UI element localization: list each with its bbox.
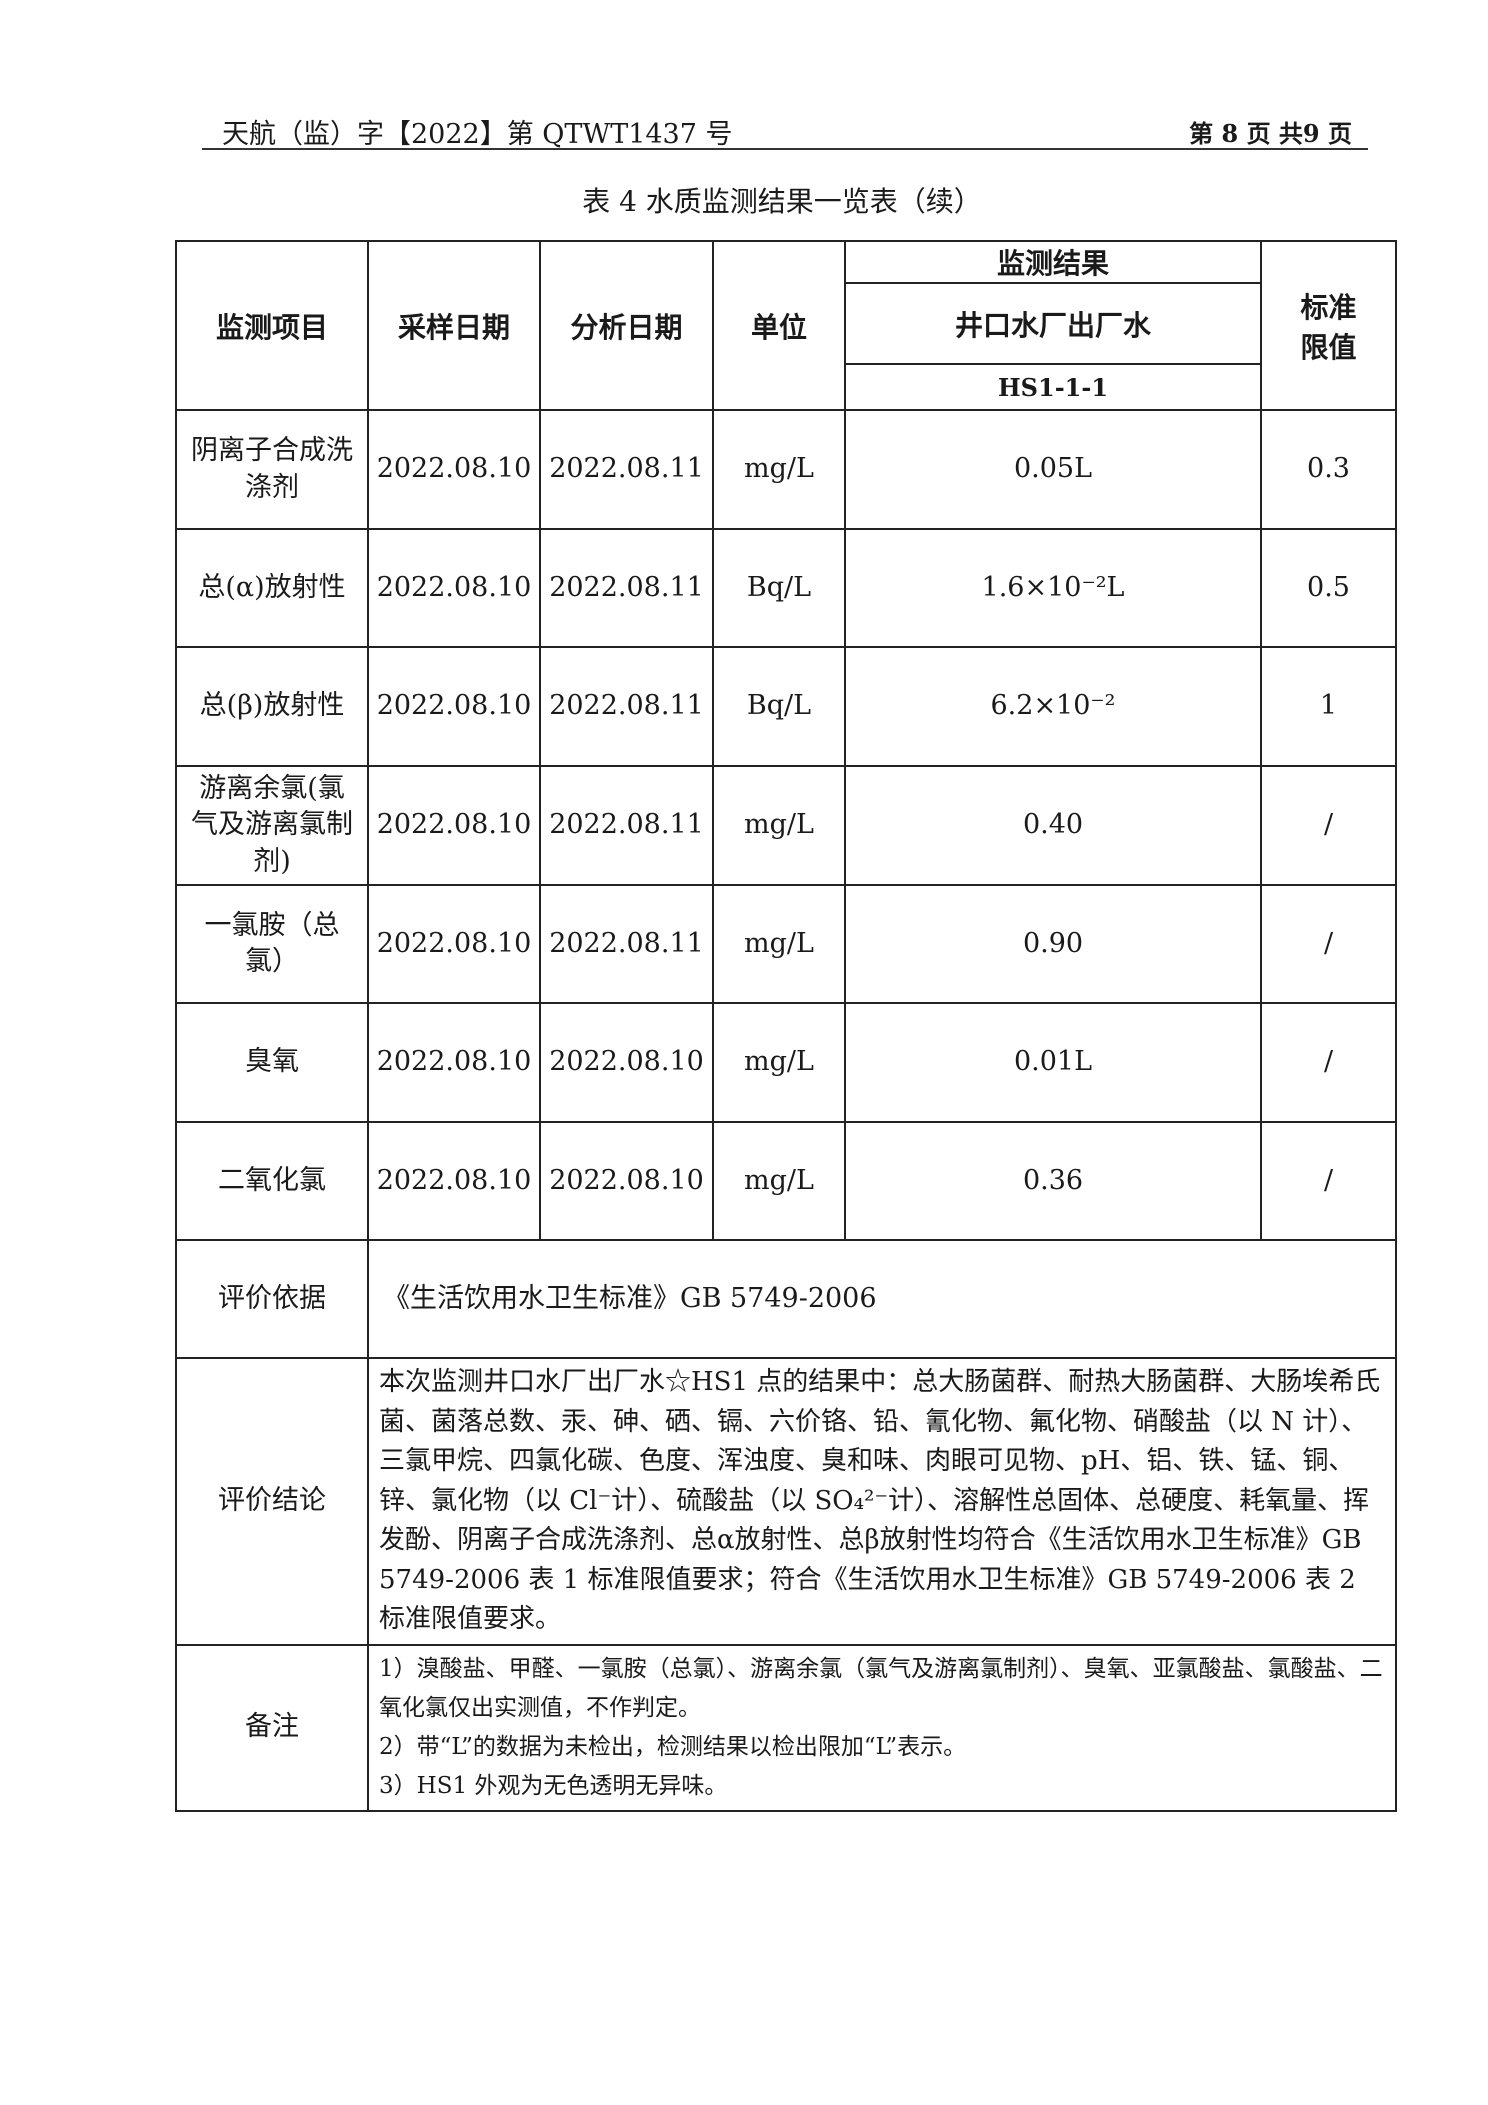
cell-result: 0.05L <box>844 409 1262 530</box>
conclusion-label: 评价结论 <box>175 1357 369 1646</box>
header-divider <box>202 148 1368 150</box>
table-row: 总(β)放射性 2022.08.10 2022.08.11 Bq/L 6.2×10⁻² 1 <box>175 646 1397 767</box>
cell-limit: 1 <box>1260 646 1397 767</box>
cell-limit: / <box>1260 1002 1397 1123</box>
cell-limit: / <box>1260 765 1397 886</box>
cell-limit: / <box>1260 1121 1397 1241</box>
table-row: 二氧化氯 2022.08.10 2022.08.10 mg/L 0.36/ <box>175 1121 1397 1241</box>
cell-sampling-date: 2022.08.10 <box>367 1121 541 1241</box>
cell-sampling-date: 2022.08.10 <box>367 409 541 530</box>
cell-item: 游离余氯(氯气及游离氯制剂) <box>175 765 369 886</box>
header-analysis-date: 分析日期 <box>539 240 714 411</box>
note-1: 1）溴酸盐、甲醛、一氯胺（总氯）、游离余氯（氯气及游离氯制剂）、臭氧、亚氯酸盐、… <box>379 1655 1383 1721</box>
table-title: 表 4 水质监测结果一览表（续） <box>582 185 982 218</box>
cell-analysis-date: 2022.08.10 <box>539 1002 714 1123</box>
cell-analysis-date: 2022.08.11 <box>539 646 714 767</box>
cell-limit: 0.5 <box>1260 528 1397 648</box>
cell-unit: mg/L <box>712 1002 846 1123</box>
cell-analysis-date: 2022.08.11 <box>539 409 714 530</box>
document-number: 天航（监）字【2022】第 QTWT1437 号 <box>222 119 733 150</box>
cell-result: 0.36 <box>844 1121 1262 1241</box>
header-limit: 标准限值 <box>1260 240 1397 411</box>
results-table: 监测项目 采样日期 分析日期 单位 监测结果 标准限值 井口水厂出厂水 HS1-… <box>175 240 1397 1812</box>
cell-sampling-date: 2022.08.10 <box>367 528 541 648</box>
table-row: 阴离子合成洗涤剂 2022.08.10 2022.08.11 mg/L 0.05L 0.3 <box>175 409 1397 530</box>
cell-sampling-date: 2022.08.10 <box>367 884 541 1004</box>
header-results: 监测结果 <box>844 240 1262 284</box>
cell-item: 阴离子合成洗涤剂 <box>175 409 369 530</box>
cell-sampling-date: 2022.08.10 <box>367 765 541 886</box>
basis-text: 《生活饮用水卫生标准》GB 5749-2006 <box>367 1239 1397 1359</box>
table-row: 一氯胺（总氯） 2022.08.10 2022.08.11 mg/L 0.90/ <box>175 884 1397 1004</box>
page-info: 第 8 页 共9 页 <box>1189 119 1352 148</box>
cell-analysis-date: 2022.08.11 <box>539 884 714 1004</box>
note-2: 2）带“L”的数据为未检出，检测结果以检出限加“L”表示。 <box>379 1733 967 1760</box>
table-row: 臭氧 2022.08.10 2022.08.10 mg/L 0.01L / <box>175 1002 1397 1123</box>
cell-unit: mg/L <box>712 1121 846 1241</box>
cell-analysis-date: 2022.08.11 <box>539 528 714 648</box>
cell-limit: / <box>1260 884 1397 1004</box>
header-site: 井口水厂出厂水 <box>844 282 1262 365</box>
cell-unit: mg/L <box>712 409 846 530</box>
cell-sampling-date: 2022.08.10 <box>367 1002 541 1123</box>
cell-sampling-date: 2022.08.10 <box>367 646 541 767</box>
cell-result: 0.90 <box>844 884 1262 1004</box>
cell-unit: mg/L <box>712 884 846 1004</box>
cell-limit: 0.3 <box>1260 409 1397 530</box>
table-row: 总(α)放射性 2022.08.10 2022.08.11 Bq/L 1.6×10⁻²L… <box>175 528 1397 648</box>
header-sample-id: HS1-1-1 <box>844 363 1262 411</box>
cell-unit: mg/L <box>712 765 846 886</box>
notes-cell: 1）溴酸盐、甲醛、一氯胺（总氯）、游离余氯（氯气及游离氯制剂）、臭氧、亚氯酸盐、… <box>367 1643 1397 1812</box>
cell-analysis-date: 2022.08.11 <box>539 765 714 886</box>
cell-unit: Bq/L <box>712 646 846 767</box>
basis-label: 评价依据 <box>175 1239 369 1359</box>
notes-label: 备注 <box>175 1643 369 1812</box>
cell-result: 0.01L <box>844 1002 1262 1123</box>
cell-item: 一氯胺（总氯） <box>175 884 369 1004</box>
cell-result: 0.40 <box>844 765 1262 886</box>
table-row: 游离余氯(氯气及游离氯制剂) 2022.08.10 2022.08.11 mg/L 0.… <box>175 765 1397 886</box>
conclusion-text: 本次监测井口水厂出厂水☆HS1 点的结果中：总大肠菌群、耐热大肠菌群、大肠埃希氏… <box>367 1357 1397 1646</box>
cell-item: 总(α)放射性 <box>175 528 369 648</box>
header-sampling-date: 采样日期 <box>367 240 541 411</box>
cell-analysis-date: 2022.08.10 <box>539 1121 714 1241</box>
cell-item: 二氧化氯 <box>175 1121 369 1241</box>
header-unit: 单位 <box>712 240 846 411</box>
cell-result: 1.6×10⁻²L <box>844 528 1262 648</box>
cell-result: 6.2×10⁻² <box>844 646 1262 767</box>
cell-unit: Bq/L <box>712 528 846 648</box>
cell-item: 臭氧 <box>175 1002 369 1123</box>
header-item: 监测项目 <box>175 240 369 411</box>
note-3: 3）HS1 外观为无色透明无异味。 <box>379 1772 728 1799</box>
cell-item: 总(β)放射性 <box>175 646 369 767</box>
